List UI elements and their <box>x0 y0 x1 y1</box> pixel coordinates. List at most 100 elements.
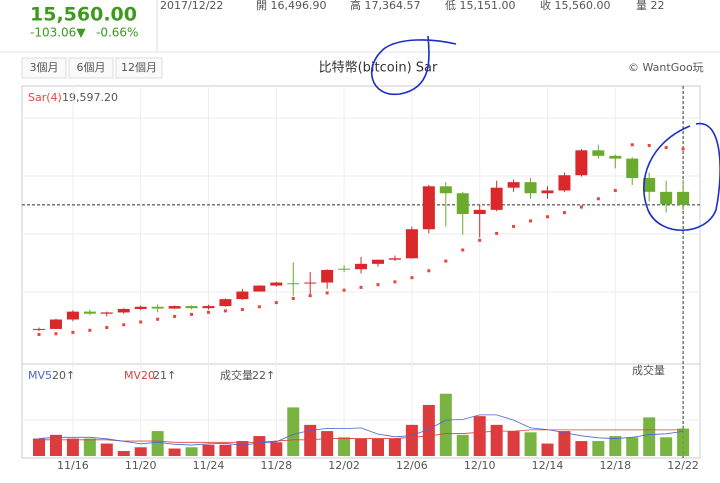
x-tick-label: 12/14 <box>532 459 564 472</box>
candle-body <box>151 306 164 309</box>
sar-dot <box>529 219 533 223</box>
candle-body <box>219 299 232 307</box>
sar-dot <box>257 305 261 309</box>
tab-button[interactable] <box>68 57 114 79</box>
sar-dot <box>393 280 397 284</box>
candle-body <box>372 259 384 264</box>
candle-body <box>507 182 520 188</box>
volume-legend: 成交量 <box>220 368 253 382</box>
sar-dot <box>105 326 109 330</box>
volume-bar <box>83 438 96 456</box>
sar-dot <box>579 205 583 209</box>
header-open: 開 16,496.90 <box>256 0 326 12</box>
candle-body <box>456 193 469 214</box>
volume-bar <box>592 441 605 456</box>
volume-bar <box>558 431 571 456</box>
sar-dot <box>562 211 566 215</box>
volume-bar <box>626 437 639 456</box>
candle-body <box>236 291 249 300</box>
sar-dot <box>478 238 482 242</box>
sar-dot <box>37 332 41 336</box>
sar-dot <box>291 296 295 300</box>
sar-dot <box>342 288 346 292</box>
sar-dot <box>647 143 651 147</box>
volume-bar <box>609 436 622 456</box>
x-tick-label: 11/16 <box>57 459 89 472</box>
volume-bar <box>100 443 113 456</box>
volume-bar <box>388 438 401 456</box>
tab-button[interactable] <box>21 57 67 79</box>
volume-bar <box>270 442 283 456</box>
tab-button[interactable] <box>115 57 163 79</box>
x-tick-label: 11/24 <box>193 459 225 472</box>
sar-legend: Sar(4) <box>28 91 62 104</box>
volume-bar <box>304 424 317 456</box>
sar-dot <box>240 308 244 312</box>
sar-dot <box>156 317 160 321</box>
volume-bar <box>541 443 554 456</box>
mv20-line <box>39 429 684 443</box>
marks: 11/16 11/20 11/24 11/28 12/02 12/06 12/10 12/14… <box>22 86 700 472</box>
candle-body <box>388 258 401 260</box>
sar-dot <box>427 269 431 273</box>
x-tick-label: 12/22 <box>667 459 699 472</box>
sar-dot <box>88 328 92 332</box>
tab-label[interactable]: 6個月 <box>77 61 106 74</box>
sar-dot <box>495 231 499 235</box>
sar-dot <box>71 330 75 334</box>
sar-dot <box>461 248 465 252</box>
volume-bar <box>490 424 503 456</box>
mv20-legend: MV20 <box>124 369 155 382</box>
candle-body <box>422 186 435 230</box>
candle-body <box>270 282 283 286</box>
candle-body <box>33 328 45 330</box>
sar-dot <box>359 285 363 289</box>
candle-body <box>49 319 62 329</box>
sar-dot <box>546 215 549 219</box>
volume-bar <box>33 438 45 456</box>
x-tick-label: 12/10 <box>464 459 496 472</box>
candle-body <box>202 306 215 309</box>
annotation-circle <box>370 35 457 95</box>
sar-dot <box>664 146 668 150</box>
mv5-value: 20↑ <box>52 369 75 382</box>
x-tick-label: 12/18 <box>599 459 631 472</box>
volume-bar <box>524 432 537 456</box>
candle-body <box>677 191 690 205</box>
volume-bar <box>219 444 232 456</box>
header-volume: 量 22 <box>636 0 665 12</box>
sar-dot <box>190 312 194 316</box>
volume-bar <box>66 438 79 456</box>
sar-dot <box>223 309 227 313</box>
x-tick-label: 12/06 <box>396 459 428 472</box>
candle-body <box>304 282 317 284</box>
candle-body <box>66 311 79 320</box>
header-close: 收 15,560.00 <box>540 0 610 12</box>
volume-bar <box>253 436 266 456</box>
candle-body <box>185 306 198 309</box>
volume-bar <box>117 451 130 456</box>
candle-body <box>490 187 503 210</box>
sar-dot <box>274 301 278 305</box>
volume-bar <box>236 441 249 456</box>
volume-bar <box>338 437 351 456</box>
volume-bar <box>507 431 520 456</box>
sar-dot <box>630 143 634 147</box>
candle-body <box>575 150 588 176</box>
candle-body <box>473 209 486 214</box>
tab-label[interactable]: 3個月 <box>30 61 59 74</box>
candle-body <box>439 186 452 194</box>
volume-bar <box>473 416 486 456</box>
candle-body <box>355 263 368 270</box>
candle-body <box>558 175 571 191</box>
x-tick-label: 11/20 <box>125 459 157 472</box>
tab-label[interactable]: 12個月 <box>121 61 157 74</box>
sar-dot <box>207 310 210 314</box>
copyright: © WantGoo玩 <box>628 61 704 74</box>
sar-dot <box>54 332 58 336</box>
volume-bar <box>439 393 452 456</box>
x-tick-label: 12/02 <box>328 459 360 472</box>
volume-bar <box>575 441 588 456</box>
candle-body <box>287 283 300 285</box>
